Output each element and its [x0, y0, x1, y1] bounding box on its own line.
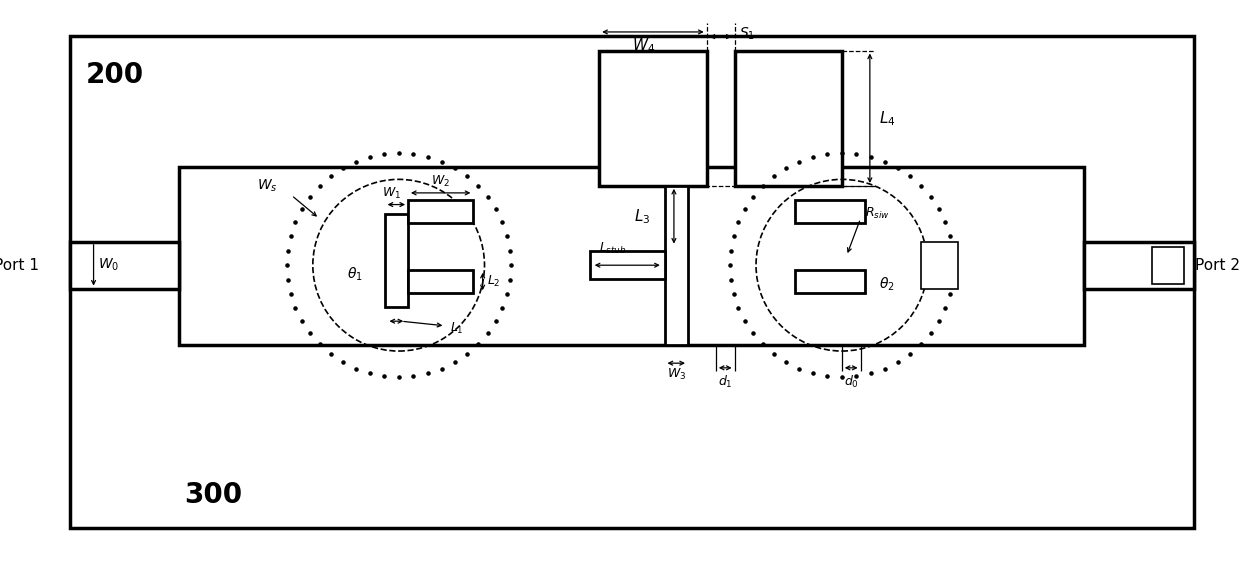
Text: Port 1: Port 1: [0, 258, 40, 273]
Bar: [1152, 246, 1184, 284]
Text: $d_1$: $d_1$: [718, 374, 733, 390]
Bar: [795, 200, 866, 223]
Text: $\theta_1$: $\theta_1$: [347, 266, 363, 283]
Bar: [599, 51, 707, 186]
Text: $L_{stub}$: $L_{stub}$: [599, 241, 627, 256]
Text: $W_s$: $W_s$: [257, 178, 278, 194]
Text: $L_4$: $L_4$: [879, 109, 895, 127]
Text: $W_1$: $W_1$: [382, 186, 402, 201]
Bar: [795, 270, 866, 293]
Text: 300: 300: [184, 481, 242, 509]
Bar: [590, 251, 665, 279]
Text: $d_0$: $d_0$: [843, 374, 858, 390]
Bar: [384, 214, 408, 307]
Text: $W_4$: $W_4$: [632, 37, 655, 55]
Text: $W_3$: $W_3$: [667, 367, 686, 382]
Text: $W_0$: $W_0$: [98, 257, 119, 274]
Text: Port 2: Port 2: [1195, 258, 1240, 273]
Bar: [180, 168, 1085, 345]
Bar: [1085, 242, 1194, 289]
Bar: [665, 186, 688, 345]
Text: 200: 200: [86, 61, 144, 89]
Text: $W_2$: $W_2$: [432, 174, 450, 190]
Bar: [408, 270, 474, 293]
Text: $L_3$: $L_3$: [634, 207, 651, 226]
Bar: [71, 242, 180, 289]
Text: $S_1$: $S_1$: [739, 25, 755, 42]
Bar: [734, 51, 842, 186]
Text: $R_{siw}$: $R_{siw}$: [866, 206, 890, 222]
Bar: [408, 200, 474, 223]
Text: $\theta_2$: $\theta_2$: [879, 275, 895, 293]
Text: $L_2$: $L_2$: [487, 274, 501, 289]
Text: $L_1$: $L_1$: [450, 321, 464, 336]
Bar: [921, 242, 959, 289]
